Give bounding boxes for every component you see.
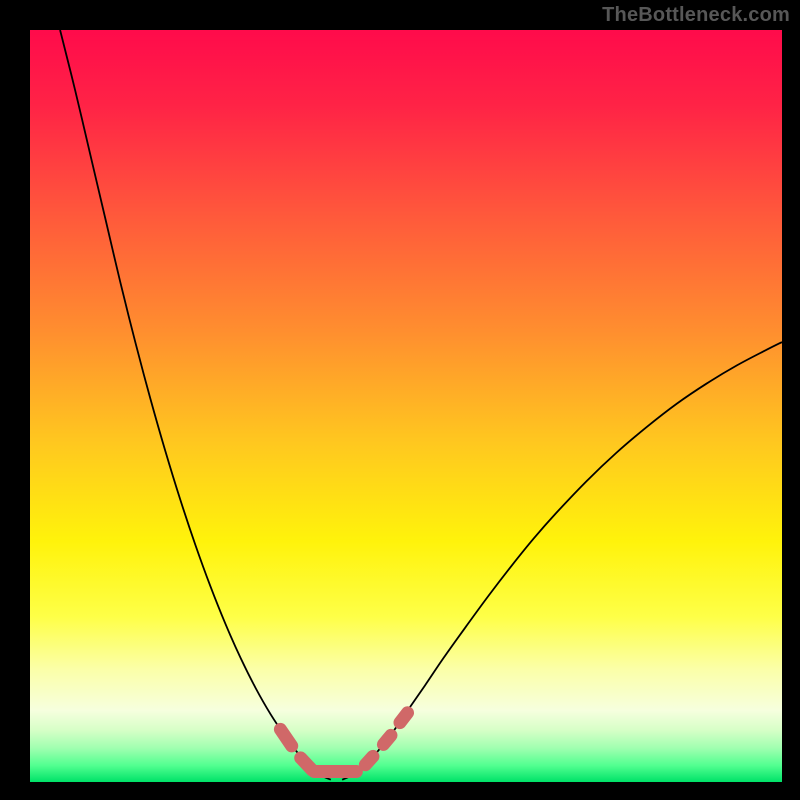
chart-frame: TheBottleneck.com <box>0 0 800 800</box>
marker-segment <box>400 713 408 723</box>
marker-segment <box>383 735 391 744</box>
watermark-text: TheBottleneck.com <box>602 4 790 27</box>
marker-segment <box>365 756 373 764</box>
plot-area <box>30 30 782 782</box>
chart-svg <box>30 30 782 782</box>
gradient-background <box>30 30 782 782</box>
